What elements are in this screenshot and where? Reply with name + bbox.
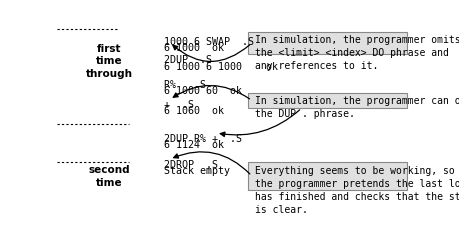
Text: second
time: second time [88,164,130,187]
Text: first
time
through: first time through [85,44,132,79]
Text: 2DUP R% +  .S: 2DUP R% + .S [164,133,242,143]
Text: 6 1060  ok: 6 1060 ok [164,106,224,116]
Text: 6 1124  ok: 6 1124 ok [164,139,224,149]
Text: R%   .S: R% .S [164,80,206,90]
FancyBboxPatch shape [248,32,406,54]
Text: +  .S: + .S [164,100,194,110]
FancyBboxPatch shape [248,94,406,109]
Text: In simulation, the programmer can omit
the DUP . phrase.: In simulation, the programmer can omit t… [254,96,459,119]
Text: 6 1000  ok: 6 1000 ok [164,43,224,53]
FancyBboxPatch shape [248,163,406,190]
Text: Stack empty: Stack empty [164,165,230,175]
Text: 2DROP  .S: 2DROP .S [164,159,218,169]
Text: 6 1000 60  ok: 6 1000 60 ok [164,86,242,96]
Text: 6 1000 6 1000    ok: 6 1000 6 1000 ok [164,61,278,71]
Text: 2DUP  .S: 2DUP .S [164,55,212,65]
Text: 1000 6 SWAP  .S: 1000 6 SWAP .S [164,37,254,47]
Text: Everything seems to be working, so
the programmer pretends the last loop
has fin: Everything seems to be working, so the p… [254,165,459,214]
Text: In simulation, the programmer omits
the <limit> <index> DO phrase and
any refere: In simulation, the programmer omits the … [254,35,459,71]
